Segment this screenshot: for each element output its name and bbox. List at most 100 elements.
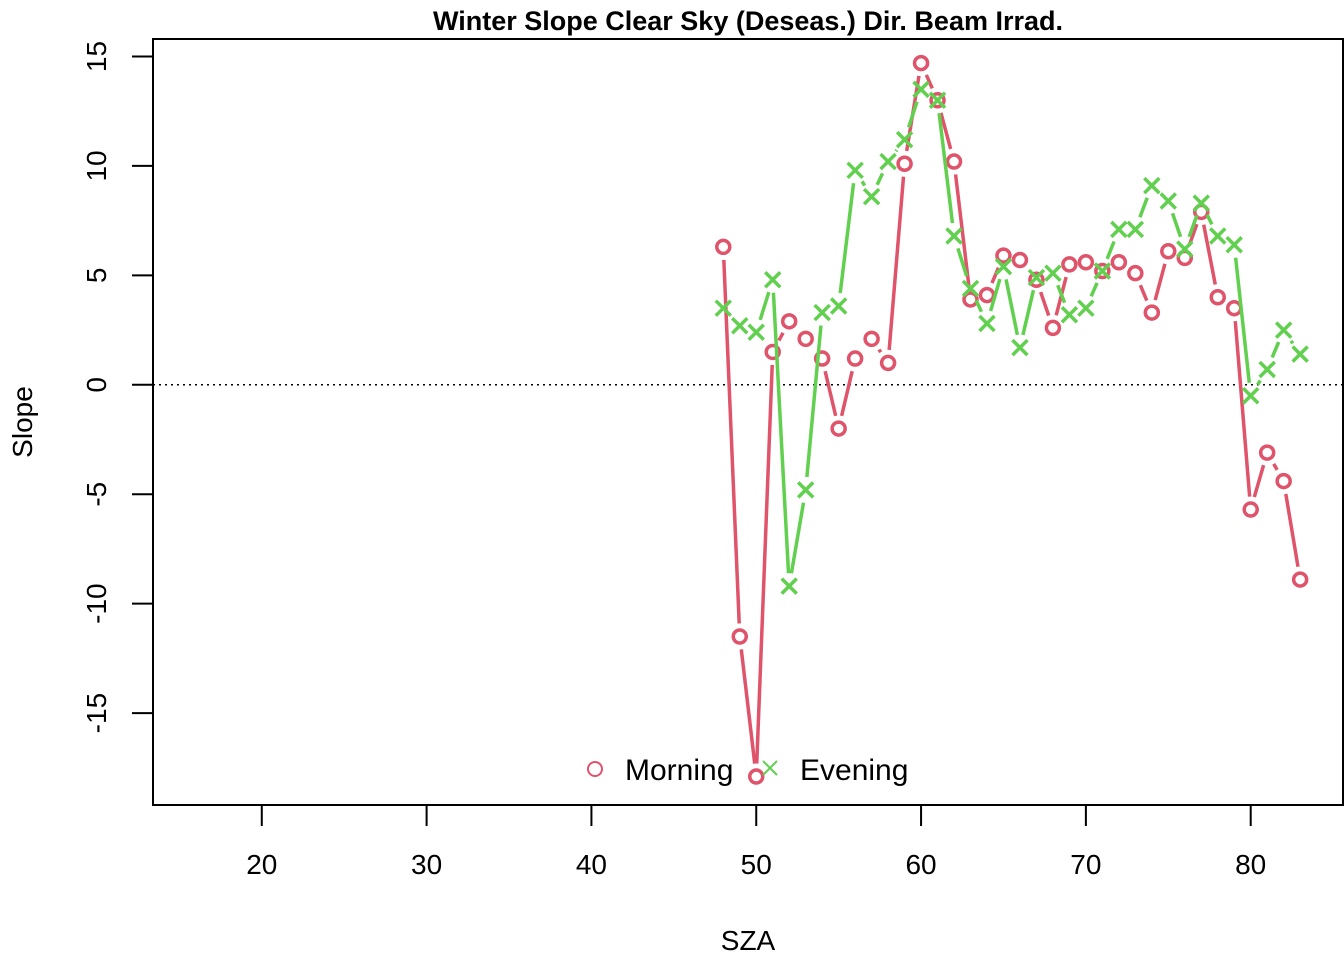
series-morning-point [764, 343, 781, 361]
series-morning-segment [1233, 321, 1252, 497]
series-evening-point [1077, 299, 1095, 317]
series-evening-segment [1056, 284, 1067, 304]
y-tick-label: -10 [81, 583, 112, 623]
legend-evening-label: Evening [800, 754, 908, 787]
series-morning-point [863, 330, 880, 348]
series-evening-point [961, 279, 980, 298]
series-evening-segment [860, 180, 867, 187]
series-morning-point [797, 330, 814, 348]
series-evening-segment [1004, 279, 1020, 336]
series-evening-segment [1233, 257, 1252, 384]
legend-evening-marker [762, 760, 778, 776]
series-evening-segment [894, 149, 899, 153]
y-tick-label: 5 [81, 268, 112, 284]
series-morning-point [1110, 253, 1128, 271]
series-evening-segment [789, 502, 806, 574]
series-morning-segment [1202, 224, 1217, 285]
series-evening-segment [1105, 240, 1116, 260]
series-evening-point [1044, 264, 1062, 282]
x-tick-label: 20 [246, 849, 277, 880]
series-evening-segment [1138, 197, 1149, 218]
series-morning-point [747, 768, 765, 785]
series-evening-point [1027, 268, 1046, 287]
series-morning-point [1242, 501, 1259, 518]
series-evening-segment [758, 291, 771, 321]
series-evening-segment [1289, 339, 1295, 345]
x-tick-label: 70 [1070, 849, 1101, 880]
series-evening-point [747, 323, 765, 342]
series-morning-segment [1038, 291, 1051, 317]
series-evening-point [1093, 262, 1112, 280]
series-evening-segment [956, 247, 969, 277]
series-evening-point [780, 577, 798, 595]
series-evening-segment [1205, 213, 1214, 226]
series-evening-point [813, 303, 831, 322]
y-tick-label: 15 [81, 41, 112, 72]
y-tick-label: 10 [81, 150, 112, 181]
legend-morning-label: Morning [625, 754, 733, 787]
series-evening-segment [875, 172, 885, 186]
series-evening-point [1209, 227, 1227, 245]
series-evening-point [731, 316, 749, 335]
series-morning-point [1225, 299, 1243, 317]
series-evening [714, 80, 1309, 595]
series-evening-point [1176, 240, 1194, 258]
series-evening-point [1291, 345, 1309, 363]
series-evening-point [1126, 220, 1145, 239]
y-tick-label: 0 [81, 377, 112, 393]
chart-title: Winter Slope Clear Sky (Deseas.) Dir. Be… [433, 6, 1063, 36]
series-evening-point [1110, 220, 1128, 239]
series-evening-segment [988, 278, 1002, 312]
series-evening-point [796, 481, 815, 499]
series-morning-segment [877, 348, 883, 354]
y-tick-label: -15 [81, 693, 112, 733]
series-morning-segment [924, 74, 934, 90]
series-evening-point [978, 314, 996, 333]
x-tick-label: 40 [576, 849, 607, 880]
series-morning-point [896, 155, 913, 172]
series-morning-point [813, 350, 831, 367]
series-evening-segment [974, 299, 984, 313]
series-morning-point [978, 286, 996, 304]
series-morning-point [962, 291, 979, 308]
series-evening-point [862, 187, 881, 206]
series-evening-segment [771, 292, 791, 574]
series-morning-segment [1284, 493, 1300, 568]
series-morning-point [1275, 472, 1292, 490]
series-morning-segment [1138, 284, 1149, 302]
series-morning-point [1077, 253, 1095, 271]
series-morning-point [1127, 264, 1144, 282]
series-morning-segment [887, 176, 906, 351]
series-evening-point [994, 257, 1013, 276]
series-evening-segment [838, 183, 856, 294]
y-tick-label: -5 [81, 482, 112, 507]
series-morning-point [912, 54, 930, 72]
series-morning-point [929, 92, 946, 109]
series-morning-point [1011, 251, 1029, 269]
series-evening-segment [1256, 379, 1262, 386]
series-evening-point [829, 297, 848, 315]
series-evening-point [1011, 338, 1029, 357]
series-evening-segment [906, 101, 919, 128]
series-evening-segment [805, 325, 823, 478]
series-morning-point [780, 313, 798, 330]
series-morning-point [846, 350, 864, 367]
series-evening-point [1225, 235, 1243, 254]
legend-morning-marker [587, 761, 603, 777]
series-morning-segment [722, 259, 741, 624]
series-morning-point [1258, 444, 1276, 461]
series-morning-point [1044, 319, 1062, 337]
series-morning-point [715, 238, 732, 256]
series-evening-point [879, 152, 897, 171]
series-morning-point [1291, 571, 1309, 588]
series-evening-segment [1170, 212, 1183, 238]
plot-frame [152, 38, 1344, 806]
series-evening-point [895, 130, 914, 149]
x-tick-label: 60 [905, 849, 936, 880]
series-morning-segment [953, 174, 971, 287]
series-morning-segment [990, 266, 1001, 284]
series-morning-point [731, 628, 749, 645]
series-evening-point [912, 80, 930, 99]
legend: Morning Evening [587, 754, 908, 787]
x-axis: 20 30 40 50 60 70 80 [246, 805, 1266, 880]
